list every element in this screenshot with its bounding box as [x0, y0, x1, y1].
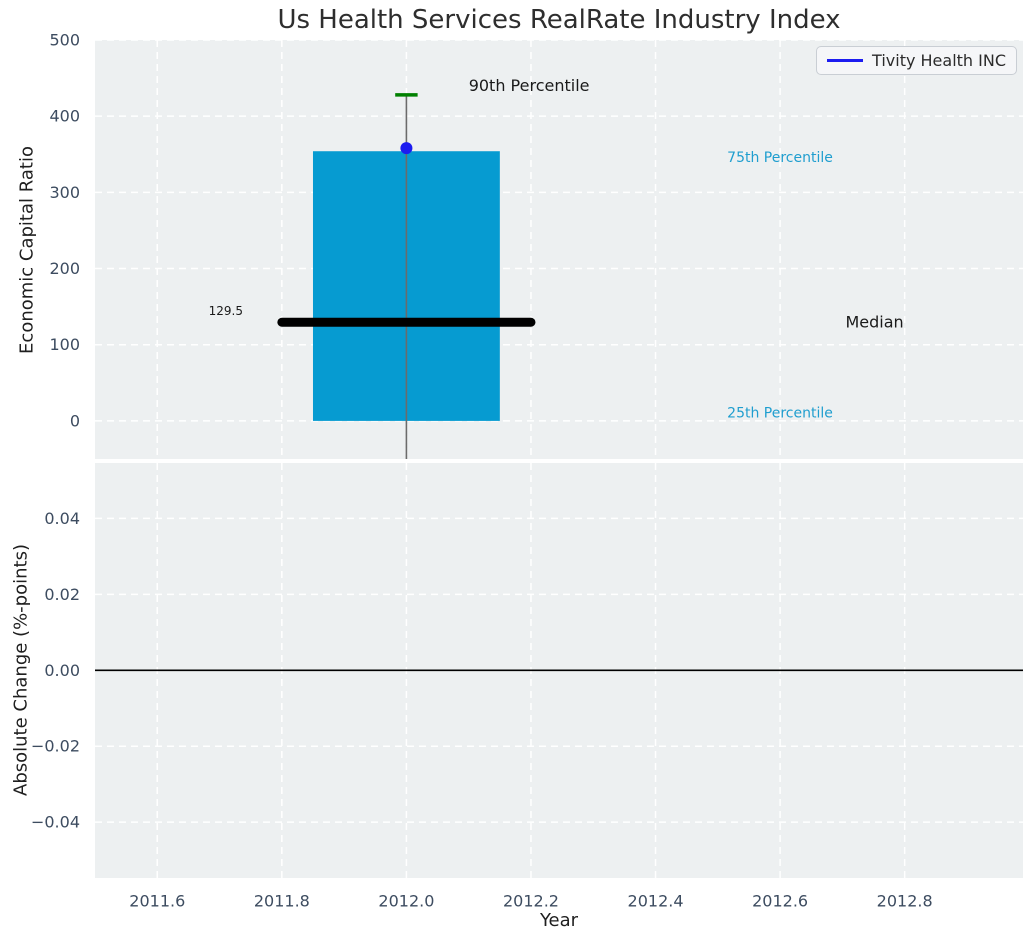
x-tick-label: 2012.6: [752, 892, 808, 911]
y-tick-label: 400: [49, 107, 80, 126]
chart-title: Us Health Services RealRate Industry Ind…: [277, 5, 841, 35]
y-tick-label: 0: [70, 411, 80, 430]
y-tick-label: 0.04: [44, 509, 80, 528]
x-tick-label: 2012.2: [503, 892, 559, 911]
x-tick-label: 2011.8: [254, 892, 310, 911]
axes-background: [95, 40, 1023, 459]
x-tick-label: 2012.8: [877, 892, 933, 911]
legend: Tivity Health INC: [816, 46, 1017, 75]
x-tick-label: 2011.6: [129, 892, 185, 911]
y-tick-label: −0.04: [31, 813, 80, 832]
annotation: 25th Percentile: [727, 405, 833, 421]
y-tick-label: −0.02: [31, 737, 80, 756]
x-axis-label: Year: [539, 910, 579, 931]
legend-line-icon: [827, 59, 864, 62]
x-tick-label: 2012.0: [378, 892, 434, 911]
x-tick-label: 2012.4: [628, 892, 684, 911]
data-point-tivity-health: [400, 142, 413, 155]
y-tick-label: 0.00: [44, 661, 80, 680]
annotation: 129.5: [209, 304, 243, 318]
legend-label: Tivity Health INC: [872, 51, 1006, 70]
y-tick-label: 500: [49, 31, 80, 50]
y-tick-label: 200: [49, 259, 80, 278]
y-tick-label: 100: [49, 335, 80, 354]
annotation: 90th Percentile: [469, 76, 590, 95]
y-axis-label-bottom: Absolute Change (%-points): [10, 544, 32, 796]
y-axis-label-top: Economic Capital Ratio: [16, 146, 38, 354]
y-tick-label: 0.02: [44, 585, 80, 604]
y-tick-label: 300: [49, 183, 80, 202]
annotation: 75th Percentile: [727, 150, 833, 166]
annotation: Median: [845, 312, 903, 331]
